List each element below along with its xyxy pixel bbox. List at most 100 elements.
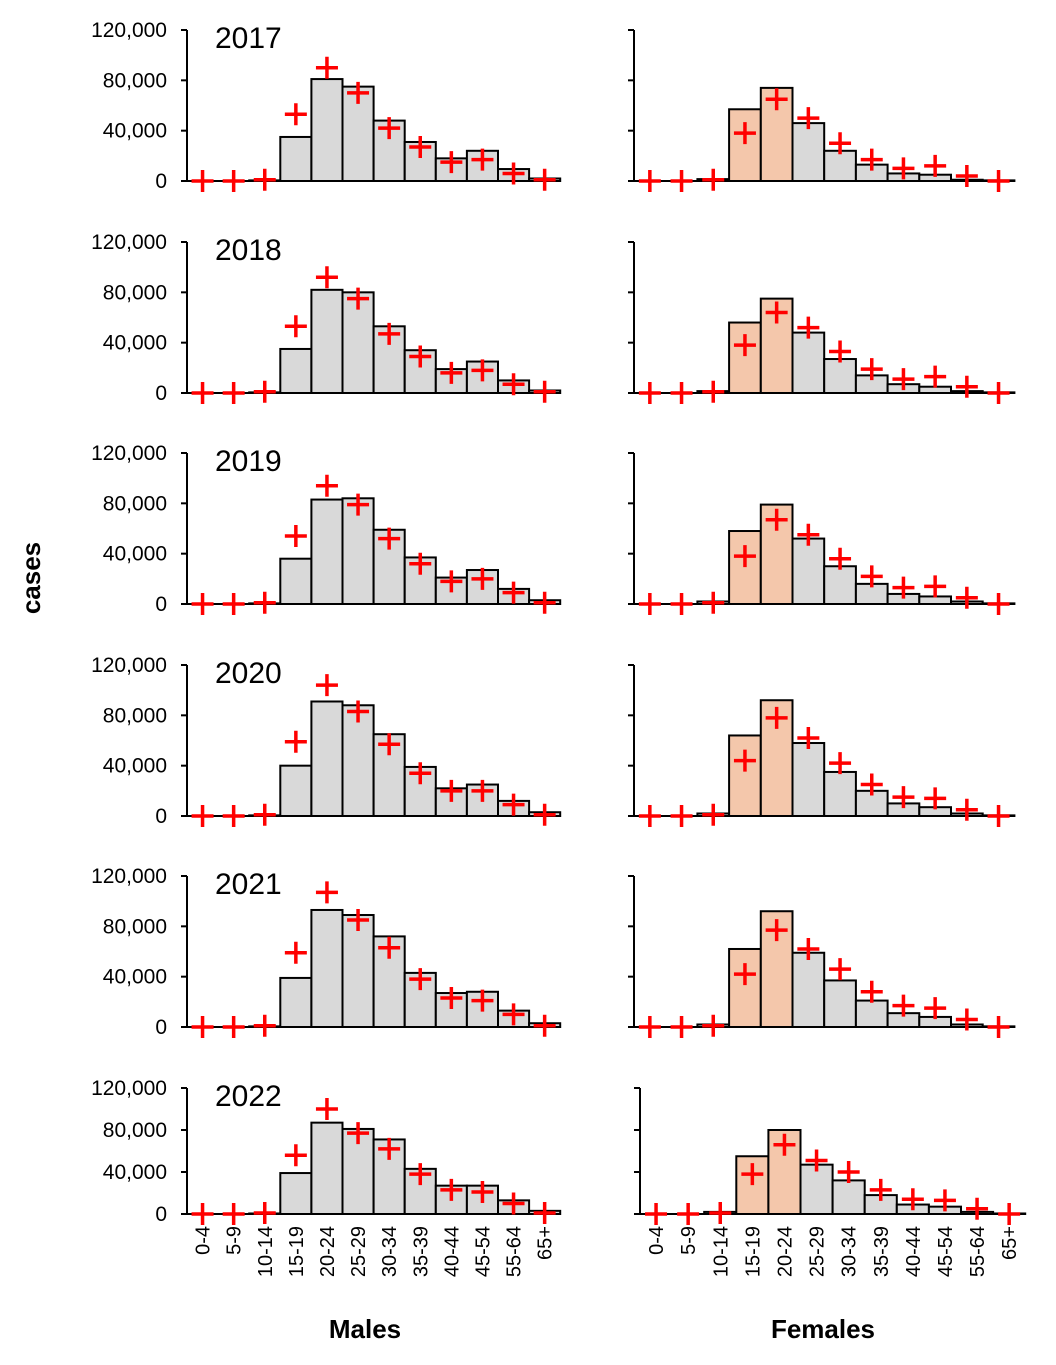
panel-2020-females-bar-15-19: [728, 734, 762, 818]
panel-2022-males-x-tick-label: 0-4: [193, 1226, 215, 1255]
panel-2020-males-y-tick-label: 40,000: [103, 755, 167, 778]
panel-2017-females-marker-0-4: [638, 170, 661, 192]
year-label-2019: 2019: [215, 445, 282, 478]
panel-2021-females-marker-65+: [987, 1016, 1010, 1038]
panel-2022-males-marker-35-39: [409, 1163, 432, 1186]
panel-2020-males-marker-45-54: [471, 779, 494, 802]
panel-2019-males-marker-45-54: [471, 567, 494, 590]
panel-2018-females-marker-20-24: [765, 301, 788, 324]
panel-2021-males-y-tick-label: 0: [155, 1016, 167, 1039]
panel-2022-females-x-tick-label: 45-54: [935, 1226, 957, 1277]
panel-2021-males-marker-15-19: [284, 941, 307, 964]
panel-2020-males-marker-35-39: [409, 762, 432, 785]
panel-2018-males-y-tick-label: 40,000: [103, 332, 167, 355]
panel-2019-females-marker-65+: [987, 593, 1010, 615]
year-label-2018: 2018: [215, 234, 282, 267]
panel-2020-males-bar-25-29: [341, 704, 375, 817]
panel-2020-males-marker-30-34: [378, 733, 401, 756]
panel-2021-females-marker-35-39: [860, 980, 883, 1003]
panel-2022-males-y-tick-label: 40,000: [103, 1161, 167, 1184]
females-column-label: Females: [771, 1314, 875, 1344]
panel-2018-males-bar-15-19: [279, 347, 313, 395]
panel-2018-females-marker-25-29: [797, 316, 820, 339]
panel-2017-males-marker-15-19: [284, 103, 307, 126]
panel-2017-females-marker-65+: [987, 170, 1010, 192]
panel-2022-females-x-tick-label: 20-24: [774, 1226, 796, 1277]
panel-2021-males-marker-35-39: [409, 968, 432, 991]
panel-2017-males-y-tick-label: 0: [155, 170, 167, 193]
panel-2021-males-marker-0-4: [191, 1016, 214, 1038]
panel-2022-females-x-tick-label: 5-9: [678, 1226, 700, 1255]
panel-2017-females-marker-10-14: [702, 168, 725, 191]
panel-2021-females-bar-25-29: [791, 951, 826, 1029]
panel-2018-females-marker-5-9: [670, 382, 693, 404]
panel-2017-females-marker-35-39: [860, 148, 883, 171]
panel-2017-females-marker-5-9: [670, 170, 693, 192]
panel-2022-females-marker-25-29: [805, 1149, 828, 1172]
panel-2018-females-marker-35-39: [860, 358, 883, 381]
panel-2019-males-marker-15-19: [284, 525, 307, 548]
panel-2018-males-bar-20-24: [310, 288, 344, 395]
panel-2019-males-marker-30-34: [378, 527, 401, 550]
panel-2017-males-marker-25-29: [347, 81, 370, 104]
panel-2018-females-bar-15-19: [728, 321, 762, 394]
panel-2022-males-x-tick-label: 55-64: [504, 1226, 526, 1277]
panel-2019-males-marker-35-39: [409, 552, 432, 575]
panel-2022-females-x-tick-label: 30-34: [839, 1226, 861, 1277]
panel-2022-males-x-tick-label: 20-24: [317, 1226, 339, 1277]
panel-2021-males-y-tick-label: 120,000: [91, 865, 167, 888]
panel-2017-males-marker-65+: [533, 168, 556, 191]
panel-2022-females-marker-30-34: [837, 1161, 860, 1183]
panel-2017-males-marker-5-9: [222, 170, 245, 192]
panel-2019-females-marker-5-9: [670, 593, 693, 615]
panel-2019-males-y-tick-label: 0: [155, 593, 167, 616]
y-axis-label: cases: [16, 542, 46, 614]
panel-2022-females-x-tick-label: 40-44: [903, 1226, 925, 1277]
panel-2018-males-marker-20-24: [315, 266, 338, 289]
panel-2020-females-marker-35-39: [860, 773, 883, 796]
panel-2021-females-marker-30-34: [829, 958, 852, 981]
panel-2017-females-marker-20-24: [765, 88, 788, 111]
panel-2021-females-bar-15-19: [728, 947, 762, 1029]
panel-2020-females-bar-25-29: [791, 742, 826, 817]
panel-2021-males-bar-20-24: [310, 908, 344, 1028]
panel-2022-females-x-tick-label: 0-4: [646, 1226, 668, 1255]
panel-2018-males-marker-0-4: [191, 382, 214, 404]
panel-2021-females-marker-20-24: [765, 919, 788, 942]
panel-2019-males-y-tick-label: 40,000: [103, 543, 167, 566]
panel-2019-females-marker-10-14: [702, 591, 725, 614]
panel-2018-males-marker-35-39: [409, 345, 432, 368]
panel-2022-males-marker-45-54: [471, 1180, 494, 1203]
panel-2017-females-bar-15-19: [728, 108, 762, 182]
panel-2022-males-x-tick-label: 45-54: [472, 1226, 494, 1277]
panel-2022-males-marker-65+: [533, 1201, 556, 1224]
panel-2020-males-marker-5-9: [222, 805, 245, 827]
panel-2019-males-marker-40-44: [440, 570, 463, 593]
panel-2022-females-bar-25-29: [799, 1163, 834, 1216]
panel-2017-males-y-tick-label: 120,000: [91, 19, 167, 42]
panel-2017-females-marker-15-19: [733, 122, 756, 145]
panel-2022-males-marker-0-4: [191, 1203, 214, 1225]
panel-2022-males-marker-30-34: [378, 1137, 401, 1160]
panel-2018-females-marker-30-34: [829, 340, 852, 363]
panel-2019-females-bar-45-54: [918, 595, 952, 606]
panel-2022-males-x-tick-label: 10-14: [255, 1226, 277, 1277]
panel-2022-females-marker-0-4: [645, 1203, 668, 1225]
panel-2019-females-bar-25-29: [791, 537, 826, 605]
panel-2017-males-marker-0-4: [191, 170, 214, 192]
panel-2019-females-marker-20-24: [765, 508, 788, 531]
panel-2022-females-marker-10-14: [709, 1201, 732, 1224]
year-label-2022: 2022: [215, 1080, 282, 1113]
panel-2022-females-x-tick-label: 35-39: [871, 1226, 893, 1277]
panel-2022-females-marker-20-24: [773, 1133, 796, 1156]
panel-2021-males-marker-25-29: [347, 909, 370, 932]
panel-2019-males-y-tick-label: 120,000: [91, 442, 167, 465]
panel-2022-males-x-tick-label: 35-39: [410, 1226, 432, 1277]
panel-2017-males-marker-30-34: [378, 117, 401, 140]
panel-2017-males-marker-20-24: [315, 56, 338, 79]
panel-2020-females-marker-0-4: [638, 805, 661, 827]
panel-2021-males-marker-20-24: [315, 881, 338, 904]
panel-2022-females-marker-15-19: [741, 1163, 764, 1186]
panel-2020-females-marker-5-9: [670, 805, 693, 827]
